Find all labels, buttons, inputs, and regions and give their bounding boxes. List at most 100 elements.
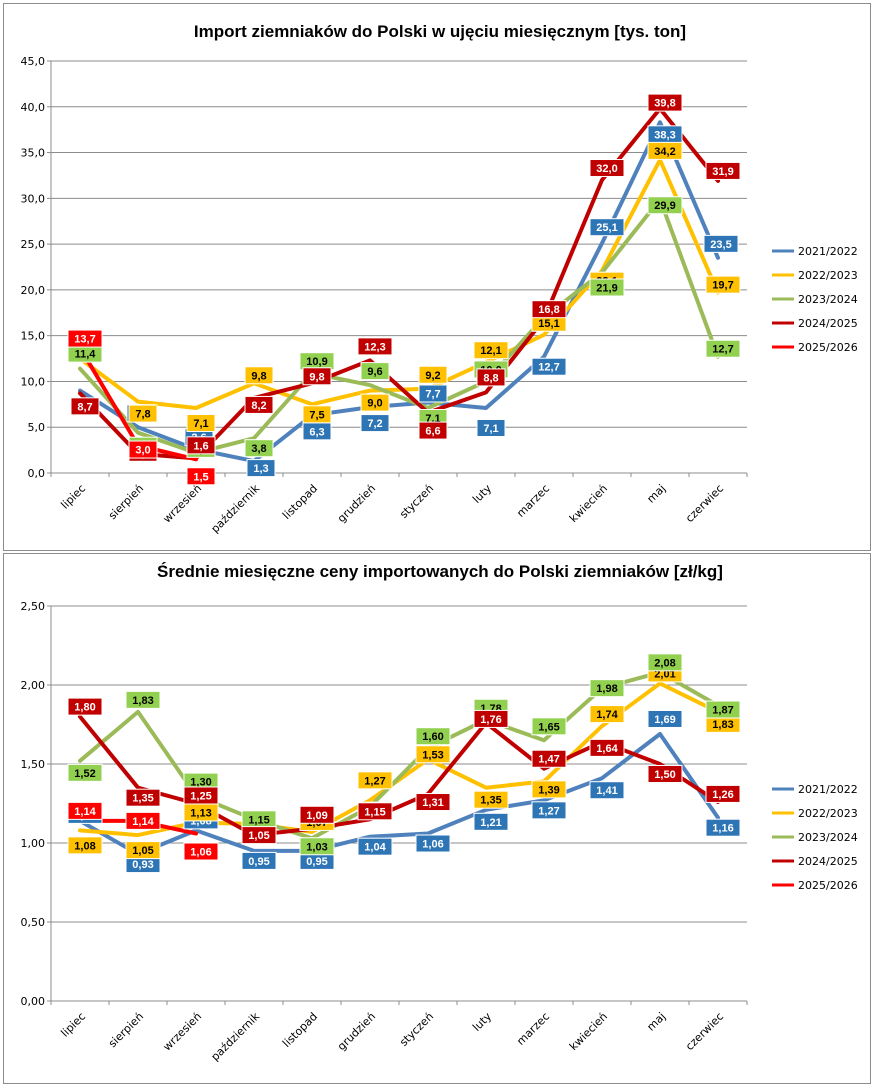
legend-label: 2024/2025 xyxy=(798,317,858,330)
data-label-text: 8,7 xyxy=(77,401,92,413)
data-label-text: 1,26 xyxy=(712,789,733,801)
data-label: 1,05 xyxy=(241,826,277,845)
data-label-text: 1,13 xyxy=(190,807,211,819)
y-tick-label: 2,00 xyxy=(21,679,46,692)
data-label: 7,7 xyxy=(418,384,448,403)
legend-label: 2021/2022 xyxy=(798,245,858,258)
data-label-text: 1,39 xyxy=(538,784,559,796)
data-label-box xyxy=(418,421,448,440)
data-label: 1,65 xyxy=(531,717,567,736)
data-label-text: 15,1 xyxy=(538,318,559,330)
x-tick-label: listopad xyxy=(280,1010,320,1050)
x-tick-label: kwiecień xyxy=(567,482,610,525)
data-label-box xyxy=(302,367,332,386)
y-tick-label: 15,0 xyxy=(21,330,46,343)
data-label: 1,14 xyxy=(67,801,103,820)
data-label-text: 2,01 xyxy=(654,668,675,680)
x-tick-label: wrzesień xyxy=(161,482,205,526)
data-label-text: 6,6 xyxy=(425,426,440,438)
data-label-text: 1,05 xyxy=(132,845,153,857)
data-label: 7,1 xyxy=(476,418,506,437)
data-label-text: 12,1 xyxy=(480,345,501,357)
data-label-box xyxy=(647,653,683,672)
data-label-box xyxy=(473,709,509,728)
y-tick-label: 10,0 xyxy=(21,375,46,388)
data-label-box xyxy=(589,738,625,757)
data-label: 1,64 xyxy=(589,738,625,757)
data-label-text: 1,60 xyxy=(422,731,443,743)
data-label-box xyxy=(357,771,393,790)
data-label-text: 10,9 xyxy=(306,356,327,368)
data-label: 1,39 xyxy=(531,780,567,799)
data-label-text: 9,0 xyxy=(367,398,382,410)
data-label: 0,95 xyxy=(241,851,277,870)
x-tick-label: styczeń xyxy=(397,482,436,521)
data-label-box xyxy=(360,362,390,381)
data-label-text: 1,65 xyxy=(538,721,559,733)
data-label-box xyxy=(67,697,103,716)
x-tick-label: czerwiec xyxy=(683,1010,726,1053)
data-label-box xyxy=(476,418,506,437)
y-tick-label: 35,0 xyxy=(21,147,46,160)
data-label-box xyxy=(531,717,567,736)
data-label: 1,87 xyxy=(705,700,741,719)
data-label: 3,0 xyxy=(128,440,158,459)
data-label-box xyxy=(241,826,277,845)
data-label-text: 9,2 xyxy=(425,370,440,382)
data-label-box xyxy=(183,842,219,861)
legend-label: 2024/2025 xyxy=(798,855,858,868)
data-label-box xyxy=(703,234,739,253)
data-label-text: 39,8 xyxy=(654,98,675,110)
data-label-text: 25,1 xyxy=(596,222,617,234)
data-label-text: 1,06 xyxy=(422,839,443,851)
data-label-box xyxy=(705,784,741,803)
x-tick-label: sierpień xyxy=(106,1010,146,1050)
data-label-text: 7,8 xyxy=(135,409,150,421)
data-label: 1,53 xyxy=(415,745,451,764)
data-label-box xyxy=(415,834,451,853)
data-label-text: 9,8 xyxy=(309,371,324,383)
data-label: 31,9 xyxy=(705,161,741,180)
data-label: 1,30 xyxy=(183,772,219,791)
data-label-box xyxy=(357,802,393,821)
data-label-box xyxy=(531,357,567,376)
data-label: 9,0 xyxy=(360,393,390,412)
y-tick-label: 40,0 xyxy=(21,101,46,114)
data-label-box xyxy=(415,793,451,812)
data-label-box xyxy=(531,749,567,768)
data-label-box xyxy=(647,141,683,160)
data-label: 9,8 xyxy=(302,367,332,386)
data-label-text: 1,14 xyxy=(74,806,96,818)
data-label: 1,5 xyxy=(186,467,216,486)
x-tick-label: maj xyxy=(644,1010,668,1034)
y-tick-label: 25,0 xyxy=(21,238,46,251)
data-label: 1,60 xyxy=(415,727,451,746)
data-label-box xyxy=(647,765,683,783)
data-label: 7,1 xyxy=(186,413,216,432)
data-label: 1,26 xyxy=(705,784,741,803)
data-label-box xyxy=(357,837,393,856)
x-tick-label: grudzień xyxy=(335,1010,378,1053)
x-tick-label: lipiec xyxy=(58,482,88,512)
data-label-text: 7,1 xyxy=(483,423,498,435)
data-label-box xyxy=(125,690,161,709)
data-label-box xyxy=(589,705,625,724)
data-label-box xyxy=(246,459,276,478)
data-label-text: 1,35 xyxy=(480,795,501,807)
data-label-text: 2,08 xyxy=(654,657,675,669)
data-label: 1,21 xyxy=(473,812,509,831)
data-label-box xyxy=(244,439,274,458)
data-label-box xyxy=(705,339,741,358)
data-label-text: 7,5 xyxy=(309,409,324,421)
data-label: 12,7 xyxy=(531,357,567,376)
data-label: 1,80 xyxy=(67,697,103,716)
data-label-text: 1,76 xyxy=(480,714,501,726)
y-tick-label: 0,50 xyxy=(21,916,46,929)
data-label: 1,06 xyxy=(183,842,219,861)
data-label-text: 1,3 xyxy=(253,463,268,475)
data-label-text: 23,5 xyxy=(710,239,731,251)
data-label-text: 1,06 xyxy=(190,847,211,859)
series-line xyxy=(78,197,720,455)
data-label: 9,2 xyxy=(418,365,448,384)
data-label-text: 11,4 xyxy=(75,349,97,361)
